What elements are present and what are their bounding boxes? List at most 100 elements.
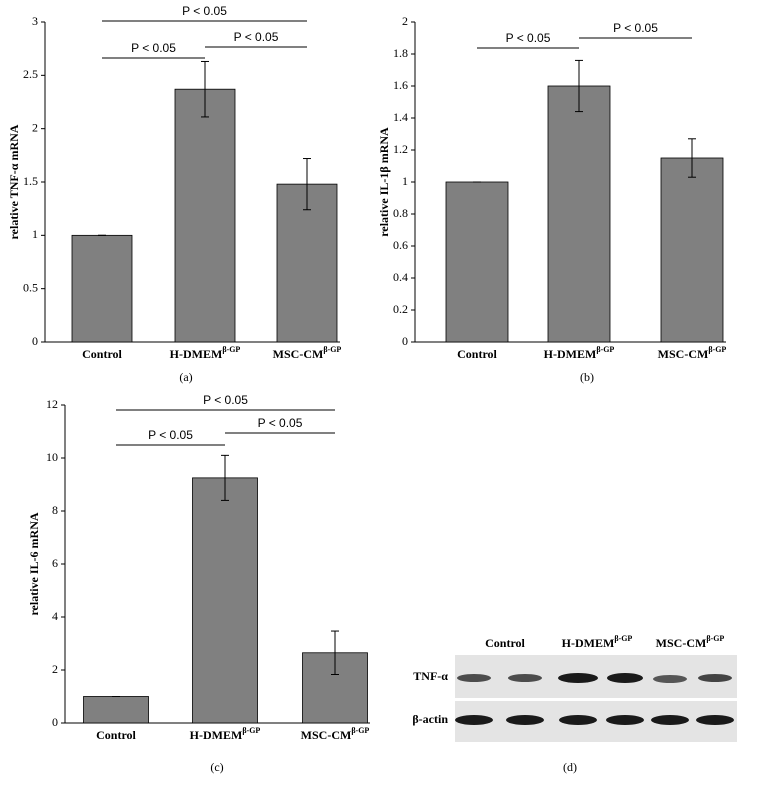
band <box>559 715 597 725</box>
category-label: MSC-CMβ-GP <box>658 345 727 361</box>
y-tick-label: 6 <box>52 556 58 570</box>
caption: (a) <box>179 370 192 384</box>
band <box>651 715 689 725</box>
bar <box>71 234 133 343</box>
y-tick-label: 2 <box>402 14 408 28</box>
label-text: Control <box>82 347 122 361</box>
y-axis-label: relative IL-6 mRNA <box>27 512 41 615</box>
y-tick-label: 0 <box>52 715 58 729</box>
y-tick-label: 4 <box>52 609 58 623</box>
error-bar <box>303 158 311 211</box>
y-tick-label: 0.4 <box>393 270 408 284</box>
y-tick-label: 2.5 <box>23 67 38 81</box>
bar <box>660 157 724 343</box>
y-tick-label: 1 <box>32 227 38 241</box>
label-text: H-DMEM <box>170 347 223 361</box>
y-tick-label: 1.2 <box>393 142 408 156</box>
y-tick-label: 0.5 <box>23 280 38 294</box>
y-tick-label: 0.2 <box>393 302 408 316</box>
label-text: Control <box>485 636 525 650</box>
band <box>455 715 493 725</box>
label-superscript: β-GP <box>596 345 614 354</box>
significance-label: P < 0.05 <box>131 41 176 55</box>
band <box>506 715 544 725</box>
y-tick-label: 2 <box>52 662 58 676</box>
category-label: MSC-CMβ-GP <box>656 634 725 650</box>
band <box>606 715 644 725</box>
label-superscript: β-GP <box>708 345 726 354</box>
bar <box>174 88 236 343</box>
label-superscript: β-GP <box>614 634 632 643</box>
category-label: H-DMEMβ-GP <box>544 345 615 361</box>
category-label: H-DMEMβ-GP <box>170 345 241 361</box>
y-tick-label: 12 <box>46 397 58 411</box>
category-label: Control <box>485 636 525 650</box>
category-label: Control <box>457 347 497 361</box>
label-superscript: β-GP <box>323 345 341 354</box>
y-tick-label: 1.6 <box>393 78 408 92</box>
caption: (d) <box>563 760 577 774</box>
row-label: TNF-α <box>413 669 448 683</box>
error-bar <box>575 59 583 113</box>
significance-label: P < 0.05 <box>613 21 658 35</box>
category-label: H-DMEMβ-GP <box>562 634 633 650</box>
y-tick-label: 1.8 <box>393 46 408 60</box>
band <box>508 674 542 682</box>
label-superscript: β-GP <box>351 726 369 735</box>
y-tick-label: 0 <box>402 334 408 348</box>
band <box>696 715 734 725</box>
y-tick-label: 8 <box>52 503 58 517</box>
category-label: Control <box>96 728 136 742</box>
y-tick-label: 1.5 <box>23 174 38 188</box>
bar <box>192 477 258 724</box>
significance-label: P < 0.05 <box>148 428 193 442</box>
label-text: Control <box>457 347 497 361</box>
label-text: Control <box>96 728 136 742</box>
category-label: H-DMEMβ-GP <box>190 726 261 742</box>
label-text: MSC-CM <box>273 347 324 361</box>
bar <box>445 181 509 343</box>
band <box>457 674 491 682</box>
category-label: MSC-CMβ-GP <box>273 345 342 361</box>
y-axis-label: relative IL-1β mRNA <box>377 127 391 237</box>
label-text: MSC-CM <box>658 347 709 361</box>
y-tick-label: 1 <box>402 174 408 188</box>
label-text: H-DMEM <box>544 347 597 361</box>
row-label: β-actin <box>412 712 448 726</box>
band <box>558 673 598 683</box>
label-superscript: β-GP <box>706 634 724 643</box>
caption: (c) <box>210 760 223 774</box>
significance-label: P < 0.05 <box>506 31 551 45</box>
caption: (b) <box>580 370 594 384</box>
error-bar <box>688 138 696 178</box>
error-bar <box>201 60 209 118</box>
y-tick-label: 3 <box>32 14 38 28</box>
y-tick-label: 0.8 <box>393 206 408 220</box>
bands <box>455 673 734 725</box>
label-text: H-DMEM <box>562 636 615 650</box>
label-text: MSC-CM <box>301 728 352 742</box>
significance-label: P < 0.05 <box>258 416 303 430</box>
significance-label: P < 0.05 <box>203 393 248 407</box>
label-superscript: β-GP <box>242 726 260 735</box>
label-text: H-DMEM <box>190 728 243 742</box>
bar <box>547 85 611 343</box>
y-tick-label: 10 <box>46 450 58 464</box>
y-tick-label: 0.6 <box>393 238 408 252</box>
label-superscript: β-GP <box>222 345 240 354</box>
band <box>698 674 732 682</box>
blot <box>455 655 737 742</box>
y-tick-label: 1.4 <box>393 110 408 124</box>
error-bar <box>221 454 229 501</box>
significance-label: P < 0.05 <box>182 4 227 18</box>
category-label: MSC-CMβ-GP <box>301 726 370 742</box>
bar <box>83 696 149 724</box>
significance-label: P < 0.05 <box>234 30 279 44</box>
y-axis-label: relative TNF-α mRNA <box>7 124 21 239</box>
error-bar <box>331 630 339 676</box>
band <box>607 673 643 683</box>
y-tick-label: 0 <box>32 334 38 348</box>
bar <box>276 183 338 343</box>
y-tick-label: 2 <box>32 120 38 134</box>
